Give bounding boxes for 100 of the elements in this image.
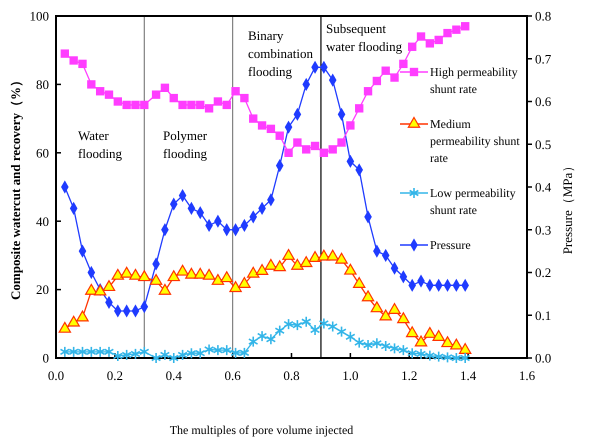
point xyxy=(426,39,434,48)
point xyxy=(424,350,435,362)
x-tick-label: 1.2 xyxy=(401,368,418,383)
point xyxy=(204,104,214,113)
point xyxy=(300,256,312,268)
point xyxy=(131,100,140,110)
y2-axis-title: Pressure（MPa） xyxy=(560,160,575,254)
point xyxy=(104,346,114,358)
point xyxy=(364,87,372,96)
annotation: Water flooding xyxy=(78,128,123,161)
point xyxy=(293,138,302,147)
point xyxy=(452,25,461,34)
point xyxy=(352,277,366,288)
point xyxy=(60,49,70,58)
point xyxy=(416,32,426,41)
x-tick-label: 1.4 xyxy=(460,368,477,383)
point xyxy=(302,145,310,154)
point xyxy=(68,346,79,358)
point xyxy=(76,310,89,322)
point xyxy=(416,348,426,360)
point xyxy=(372,337,382,350)
point xyxy=(140,100,148,110)
point xyxy=(266,333,276,345)
point xyxy=(152,90,160,99)
point xyxy=(58,322,72,333)
point xyxy=(238,277,251,288)
point xyxy=(310,324,320,336)
point xyxy=(442,352,453,364)
point xyxy=(443,28,452,38)
point xyxy=(160,84,170,92)
x-tick-label: 0.6 xyxy=(224,368,242,383)
point xyxy=(160,349,170,361)
point xyxy=(202,268,216,280)
point xyxy=(138,270,151,282)
point xyxy=(355,104,364,113)
point xyxy=(94,284,106,296)
point xyxy=(388,303,401,314)
point xyxy=(362,339,374,351)
point xyxy=(194,268,206,279)
point xyxy=(239,347,250,359)
point xyxy=(122,349,132,361)
point xyxy=(120,266,133,278)
point xyxy=(362,290,374,302)
point xyxy=(291,258,304,270)
point xyxy=(379,310,392,320)
point xyxy=(284,148,293,157)
point xyxy=(222,100,231,110)
x-tick-label: 1.0 xyxy=(342,368,358,383)
point xyxy=(104,90,114,99)
point xyxy=(158,284,172,295)
point xyxy=(382,66,390,75)
point xyxy=(122,100,131,110)
point xyxy=(220,271,233,282)
point xyxy=(266,124,276,134)
point xyxy=(432,330,445,341)
legend-label: Medium permeability shunt rate xyxy=(430,117,520,166)
point xyxy=(335,252,348,264)
point xyxy=(231,87,240,96)
y2-tick-label: 0.2 xyxy=(535,265,552,280)
point xyxy=(328,320,338,332)
point xyxy=(130,348,141,360)
y-tick-label: 80 xyxy=(36,76,49,92)
point xyxy=(248,336,258,348)
point xyxy=(114,97,122,106)
point xyxy=(276,132,284,140)
x-tick-label: 0.2 xyxy=(106,368,123,383)
y2-tick-label: 0.7 xyxy=(535,51,552,66)
point xyxy=(336,326,347,338)
point xyxy=(214,97,222,106)
point xyxy=(178,100,187,110)
point xyxy=(370,301,384,312)
point xyxy=(222,344,232,356)
point xyxy=(372,76,382,86)
point xyxy=(96,87,104,96)
point xyxy=(230,347,241,359)
y2-tick-label: 0.5 xyxy=(535,136,552,152)
legend-label: Pressure xyxy=(430,238,471,252)
point xyxy=(87,80,96,89)
point xyxy=(308,251,322,262)
point xyxy=(380,340,391,352)
point xyxy=(390,73,399,82)
point xyxy=(407,347,418,360)
annotation: Subsequent water flooding xyxy=(326,21,403,54)
point xyxy=(168,270,180,282)
x-axis-title: The multiples of pore volume injected xyxy=(170,423,354,437)
point xyxy=(86,346,96,358)
legend-label: Low permeability shunt rate xyxy=(430,186,516,218)
y-tick-label: 60 xyxy=(36,145,49,160)
point xyxy=(397,312,410,324)
y2-tick-label: 0.8 xyxy=(535,8,552,24)
point xyxy=(102,280,116,292)
point xyxy=(212,344,224,356)
point xyxy=(69,56,78,65)
point xyxy=(112,350,123,362)
point xyxy=(301,316,312,328)
point xyxy=(112,268,124,280)
point xyxy=(461,22,470,30)
point xyxy=(170,94,178,102)
point xyxy=(212,274,224,285)
point xyxy=(256,264,268,275)
